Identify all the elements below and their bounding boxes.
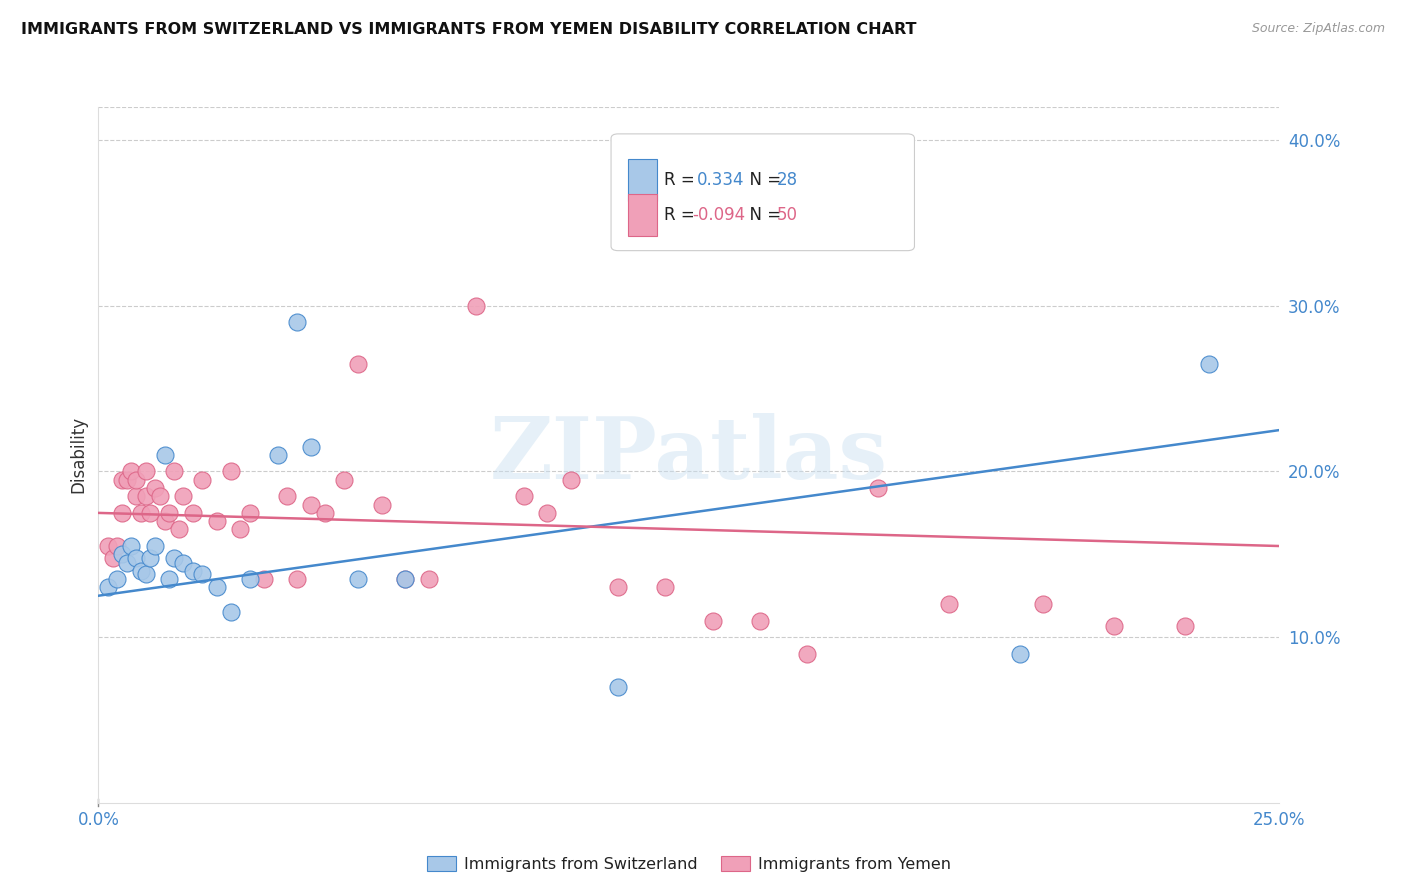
Text: N =: N =	[738, 206, 786, 224]
Point	[111, 547, 134, 561]
Text: N =: N =	[738, 171, 786, 189]
Point	[163, 550, 186, 565]
Point	[276, 489, 298, 503]
Point	[394, 572, 416, 586]
Point	[157, 572, 180, 586]
Text: Source: ZipAtlas.com: Source: ZipAtlas.com	[1251, 22, 1385, 36]
Text: 28: 28	[776, 171, 797, 189]
Point	[536, 506, 558, 520]
Point	[143, 539, 166, 553]
Point	[702, 216, 724, 230]
Point	[299, 440, 322, 454]
Point	[347, 572, 370, 586]
Point	[129, 564, 152, 578]
Point	[181, 506, 204, 520]
Point	[219, 465, 242, 479]
Point	[181, 564, 204, 578]
Point	[229, 523, 252, 537]
Point	[748, 614, 770, 628]
Point	[465, 299, 488, 313]
Text: R =: R =	[664, 206, 700, 224]
Point	[125, 473, 148, 487]
Point	[111, 506, 134, 520]
Point	[285, 315, 308, 329]
Point	[702, 614, 724, 628]
Point	[191, 567, 214, 582]
Point	[105, 572, 128, 586]
Point	[115, 556, 138, 570]
Point	[371, 498, 394, 512]
Text: -0.094: -0.094	[693, 206, 745, 224]
Text: R =: R =	[664, 171, 706, 189]
Point	[607, 680, 630, 694]
Point	[205, 581, 228, 595]
Text: 0.334: 0.334	[697, 171, 745, 189]
Point	[333, 473, 356, 487]
Point	[125, 489, 148, 503]
Point	[139, 506, 162, 520]
Point	[654, 581, 676, 595]
Point	[314, 506, 336, 520]
Text: IMMIGRANTS FROM SWITZERLAND VS IMMIGRANTS FROM YEMEN DISABILITY CORRELATION CHAR: IMMIGRANTS FROM SWITZERLAND VS IMMIGRANT…	[21, 22, 917, 37]
Point	[560, 473, 582, 487]
Point	[115, 473, 138, 487]
Point	[143, 481, 166, 495]
Point	[267, 448, 290, 462]
Point	[125, 550, 148, 565]
Point	[172, 489, 194, 503]
Point	[163, 465, 186, 479]
Point	[607, 581, 630, 595]
Legend: Immigrants from Switzerland, Immigrants from Yemen: Immigrants from Switzerland, Immigrants …	[420, 850, 957, 879]
Point	[167, 523, 190, 537]
Point	[1032, 597, 1054, 611]
Point	[938, 597, 960, 611]
Point	[418, 572, 440, 586]
Point	[253, 572, 276, 586]
Point	[129, 506, 152, 520]
Point	[135, 489, 157, 503]
Point	[149, 489, 172, 503]
Point	[239, 572, 262, 586]
Point	[1198, 357, 1220, 371]
Text: ZIPatlas: ZIPatlas	[489, 413, 889, 497]
Point	[172, 556, 194, 570]
Point	[121, 539, 143, 553]
Point	[299, 498, 322, 512]
Point	[512, 489, 534, 503]
Y-axis label: Disability: Disability	[69, 417, 87, 493]
Point	[394, 572, 416, 586]
Point	[205, 514, 228, 528]
Point	[239, 506, 262, 520]
Point	[97, 581, 120, 595]
Point	[219, 605, 242, 619]
Point	[796, 647, 818, 661]
Text: 50: 50	[776, 206, 797, 224]
Point	[105, 539, 128, 553]
Point	[1174, 618, 1197, 632]
Point	[121, 465, 143, 479]
Point	[866, 481, 889, 495]
Point	[97, 539, 120, 553]
Point	[1102, 618, 1125, 632]
Point	[153, 514, 176, 528]
Point	[111, 473, 134, 487]
Point	[153, 448, 176, 462]
Point	[191, 473, 214, 487]
Point	[139, 550, 162, 565]
Point	[285, 572, 308, 586]
Point	[135, 567, 157, 582]
Point	[135, 465, 157, 479]
Point	[347, 357, 370, 371]
Point	[1008, 647, 1031, 661]
Point	[101, 550, 124, 565]
Point	[157, 506, 180, 520]
